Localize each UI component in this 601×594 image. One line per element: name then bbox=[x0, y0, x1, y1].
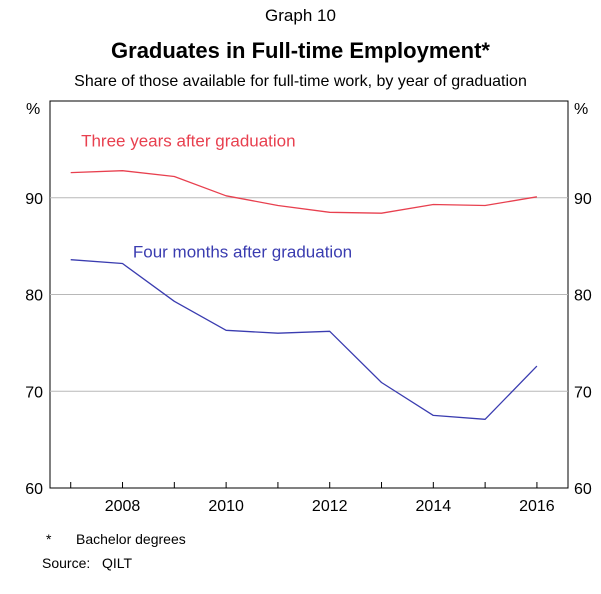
y-tick-label-left: 60 bbox=[25, 481, 43, 498]
y-tick-label-left: 80 bbox=[25, 288, 43, 305]
x-tick-label: 2012 bbox=[312, 498, 348, 515]
y-tick-label-right: 80 bbox=[574, 288, 592, 305]
series-line-1 bbox=[70, 170, 538, 214]
series-label-1: Three years after graduation bbox=[81, 131, 296, 150]
chart-subtitle: Share of those available for full-time w… bbox=[74, 73, 527, 90]
source-text: QILT bbox=[102, 555, 133, 571]
footnote: * Bachelor degrees bbox=[42, 531, 186, 547]
footnote-text: Bachelor degrees bbox=[76, 531, 186, 547]
y-tick-label-right: 70 bbox=[574, 384, 592, 401]
series-line-2 bbox=[70, 259, 538, 420]
footnote-marker: * bbox=[46, 531, 52, 547]
y-unit-label-right: % bbox=[574, 101, 588, 118]
x-tick-label: 2010 bbox=[208, 498, 244, 515]
y-tick-label-left: 70 bbox=[25, 384, 43, 401]
series-label-2: Four months after graduation bbox=[133, 243, 352, 262]
source-note: Source: QILT bbox=[42, 555, 132, 571]
x-tick-label: 2008 bbox=[105, 498, 141, 515]
y-tick-label-right: 90 bbox=[574, 191, 592, 208]
y-tick-label-right: 60 bbox=[574, 481, 592, 498]
source-label: Source: bbox=[42, 555, 91, 571]
y-unit-label-left: % bbox=[26, 101, 40, 118]
x-tick-label: 2016 bbox=[519, 498, 555, 515]
graph-number: Graph 10 bbox=[265, 6, 336, 25]
x-tick-label: 2014 bbox=[416, 498, 452, 515]
y-tick-label-left: 90 bbox=[25, 191, 43, 208]
chart-title: Graduates in Full-time Employment* bbox=[111, 38, 490, 63]
